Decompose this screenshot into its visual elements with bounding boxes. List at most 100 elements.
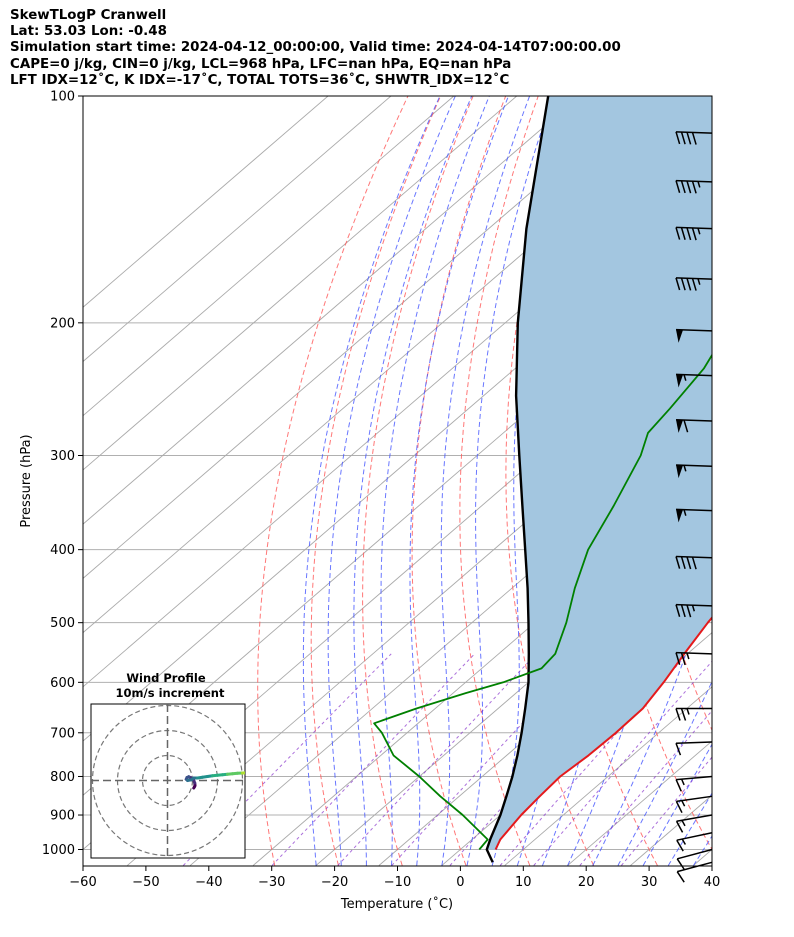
barb-flag (675, 131, 681, 145)
mixing-ratio-line (499, 653, 688, 866)
barb-flag (686, 604, 692, 618)
barb-flag (675, 227, 681, 240)
y-tick-label: 1000 (42, 843, 75, 858)
x-tick-label: 20 (578, 875, 595, 890)
hodograph-title: Wind Profile (126, 671, 206, 685)
hodograph-subtitle: 10m/s increment (116, 686, 225, 700)
barb-half-flag (681, 800, 686, 807)
cin-shading (486, 96, 712, 850)
barb-flag (680, 652, 686, 666)
barb-flag (691, 132, 697, 145)
wind-barb (675, 131, 713, 145)
wind-barb (675, 277, 713, 291)
x-tick-label: 40 (704, 875, 721, 890)
dry-adiabat (257, 96, 409, 866)
barb-half-flag (683, 509, 687, 516)
y-axis-label: Pressure (hPa) (19, 434, 34, 527)
wind-barb (675, 226, 713, 241)
isotherm (315, 523, 712, 866)
barb-flag (675, 708, 681, 721)
barb-shaft (675, 508, 713, 512)
moist-adiabat (353, 96, 473, 866)
barb-flag (675, 820, 684, 833)
barb-half-flag (686, 708, 690, 715)
barb-flag (676, 839, 684, 852)
barb-flag (680, 604, 686, 618)
background-lines (83, 96, 794, 866)
y-tick-label: 800 (50, 770, 75, 785)
mixing-ratio-line (579, 710, 712, 866)
isotherm (83, 96, 518, 471)
barb-pennant (676, 419, 684, 433)
barb-half-flag (683, 465, 687, 472)
barb-flag (675, 604, 681, 617)
barb-pennant (676, 374, 684, 388)
x-tick-label: 0 (456, 875, 464, 890)
y-tick-label: 300 (50, 449, 75, 464)
barb-flag (675, 180, 681, 193)
moist-adiabat (592, 562, 712, 866)
barb-flag (686, 180, 692, 194)
dry-adiabat (459, 96, 539, 866)
chart-title: SkewTLogP Cranwell (10, 8, 167, 23)
barb-flag (680, 131, 686, 145)
wind-barb (676, 848, 713, 870)
barb-flag (675, 277, 681, 291)
x-tick-label: −10 (384, 875, 411, 890)
barb-flag (686, 556, 692, 570)
isotherm (83, 96, 455, 417)
barb-shaft (677, 848, 713, 860)
barb-flag (680, 556, 686, 570)
x-tick-label: −40 (195, 875, 222, 890)
dry-adiabat (310, 96, 441, 866)
dry-adiabat (362, 96, 474, 866)
chart-header: SkewTLogP Cranwell Lat: 53.03 Lon: -0.48… (10, 8, 621, 89)
dry-adiabat (715, 96, 794, 866)
barb-half-flag (697, 227, 701, 235)
isotherm (83, 96, 643, 579)
barb-shaft (676, 831, 713, 841)
wind-barb (675, 464, 713, 479)
dry-adiabat (753, 96, 794, 866)
barb-half-flag (681, 819, 686, 827)
barb-half-flag (680, 778, 685, 786)
barb-shaft (675, 464, 713, 467)
hodograph-inset: Wind Profile 10m/s increment (90, 671, 246, 859)
indices-line: LFT IDX=12˚C, K IDX=-17˚C, TOTAL TOTS=36… (10, 72, 510, 88)
wind-barb (675, 814, 713, 833)
barb-pennant (676, 464, 684, 479)
barb-half-flag (686, 652, 690, 660)
barb-flag (691, 278, 697, 291)
wind-barb (675, 555, 713, 570)
barb-flag (675, 800, 683, 813)
y-tick-label: 200 (50, 316, 75, 331)
barb-flag (680, 227, 686, 240)
barb-flag (683, 419, 689, 433)
barb-shaft (677, 861, 713, 873)
mixing-ratio-line (337, 653, 537, 866)
barb-flag (691, 180, 697, 194)
y-tick-label: 100 (50, 90, 75, 105)
barb-pennant (676, 509, 684, 523)
x-tick-label: 30 (641, 875, 658, 890)
barb-half-flag (697, 181, 701, 188)
barb-shaft (675, 419, 713, 422)
time-line: Simulation start time: 2024-04-12_00:00:… (10, 40, 621, 56)
wind-barb (675, 373, 713, 388)
moist-adiabat (466, 96, 554, 866)
barb-pennant (676, 329, 684, 343)
barb-flag (675, 652, 681, 665)
temperature-line (494, 616, 712, 850)
x-tick-label: −30 (258, 875, 285, 890)
params-line: CAPE=0 j/kg, CIN=0 j/kg, LCL=968 hPa, LF… (10, 56, 512, 72)
parcel-path-line (485, 96, 550, 863)
barb-half-flag (691, 604, 696, 612)
isotherm (83, 96, 329, 308)
barb-flag (691, 556, 697, 570)
moist-adiabat (617, 680, 712, 866)
wind-barb (675, 179, 713, 194)
wind-barb (675, 795, 713, 813)
y-tick-label: 600 (50, 676, 75, 691)
y-tick-label: 900 (50, 809, 75, 824)
